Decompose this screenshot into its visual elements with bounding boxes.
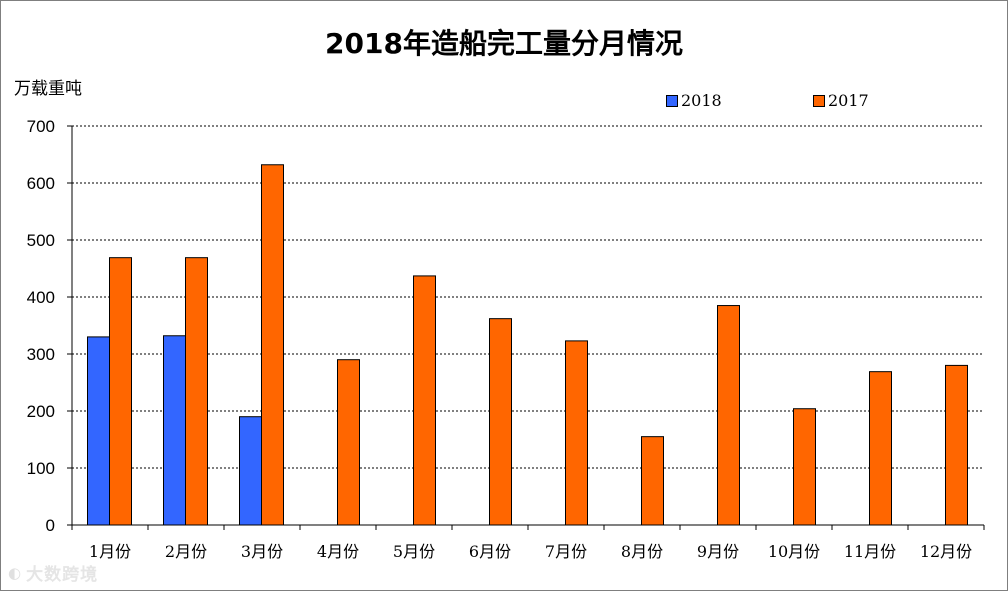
x-tick-label: 1月份 [89,542,131,561]
y-tick-label: 400 [27,288,55,307]
x-tick-label: 10月份 [768,542,820,561]
legend-item-2017: 2017 [813,91,869,110]
bar-2018-1 [87,336,110,526]
legend-label-2017: 2017 [828,91,869,110]
legend-item-2018: 2018 [666,91,722,110]
y-tick-label: 100 [27,459,55,478]
y-tick-label: 0 [46,516,55,535]
bar-2018-3 [239,416,262,526]
x-tick-label: 2月份 [165,542,207,561]
y-tick-label: 600 [27,174,55,193]
x-tick-label: 4月份 [317,542,359,561]
legend-swatch-2018 [666,94,678,107]
bar-2017-7 [565,340,588,526]
x-tick-label: 6月份 [469,542,511,561]
x-tick-label: 9月份 [697,542,739,561]
y-tick-label: 200 [27,402,55,421]
bar-2017-11 [869,371,892,526]
x-tick-label: 8月份 [621,542,663,561]
bar-2017-8 [641,436,664,526]
watermark-text: 大数跨境 [26,565,99,585]
bar-2017-2 [185,257,208,526]
chart-title: 2018年造船完工量分月情况 [325,27,683,60]
logo-icon: ◐ [8,563,23,582]
x-tick-label: 12月份 [920,542,972,561]
bar-2018-2 [163,335,186,526]
bar-2017-5 [413,275,436,526]
bar-2017-9 [717,305,740,526]
watermark: ◐ 大数跨境 [8,560,99,586]
x-tick-label: 7月份 [545,542,587,561]
x-tick-label: 3月份 [241,542,283,561]
bar-2017-3 [261,164,284,526]
y-tick-label: 300 [27,345,55,364]
x-tick-label: 11月份 [844,542,896,561]
legend-swatch-2017 [813,94,825,107]
bar-2017-1 [109,257,132,526]
bar-2017-12 [945,364,968,526]
bar-2017-10 [793,408,816,526]
y-tick-label: 700 [27,117,55,136]
bar-2017-4 [337,359,360,526]
y-axis-unit-label: 万载重吨 [14,79,82,99]
y-tick-label: 500 [27,231,55,250]
legend-label-2018: 2018 [681,91,722,110]
x-tick-label: 5月份 [393,542,435,561]
bar-2017-6 [489,318,512,526]
